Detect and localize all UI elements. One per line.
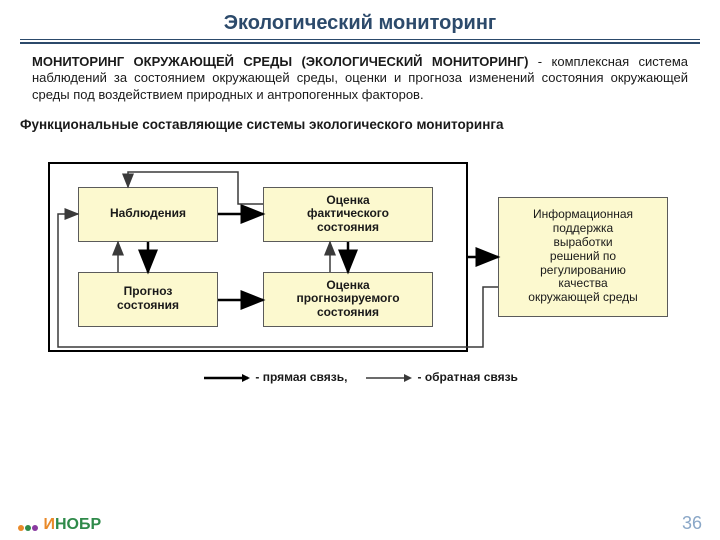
logo-dot-icon xyxy=(18,525,24,531)
logo-text-i: И xyxy=(43,516,55,533)
arrows-layer xyxy=(28,142,692,402)
diagram-area: Наблюдения Прогноз состояния Оценка факт… xyxy=(28,142,692,402)
arrows-backward xyxy=(58,172,498,347)
arrows-forward xyxy=(148,214,498,300)
page-number: 36 xyxy=(682,513,702,534)
definition-paragraph: МОНИТОРИНГ ОКРУЖАЮЩЕЙ СРЕДЫ (ЭКОЛОГИЧЕСК… xyxy=(32,54,688,103)
diagram-subtitle: Функциональные составляющие системы экол… xyxy=(20,117,700,132)
logo-text-rest: НОБР xyxy=(55,516,101,533)
logo-dot-icon xyxy=(32,525,38,531)
legend: - прямая связь, - обратная связь xyxy=(28,370,692,384)
legend-fwd-icon xyxy=(202,372,252,384)
rule-thin xyxy=(20,39,700,40)
page-title: Экологический мониторинг xyxy=(0,0,720,35)
logo-dot-icon xyxy=(25,525,31,531)
logo: ИНОБР xyxy=(18,516,101,534)
legend-back-label: - обратная связь xyxy=(417,370,517,384)
rule-thick xyxy=(20,42,700,44)
legend-back-icon xyxy=(364,372,414,384)
legend-fwd-label: - прямая связь, xyxy=(255,370,347,384)
definition-lead: МОНИТОРИНГ ОКРУЖАЮЩЕЙ СРЕДЫ (ЭКОЛОГИЧЕСК… xyxy=(32,54,528,69)
